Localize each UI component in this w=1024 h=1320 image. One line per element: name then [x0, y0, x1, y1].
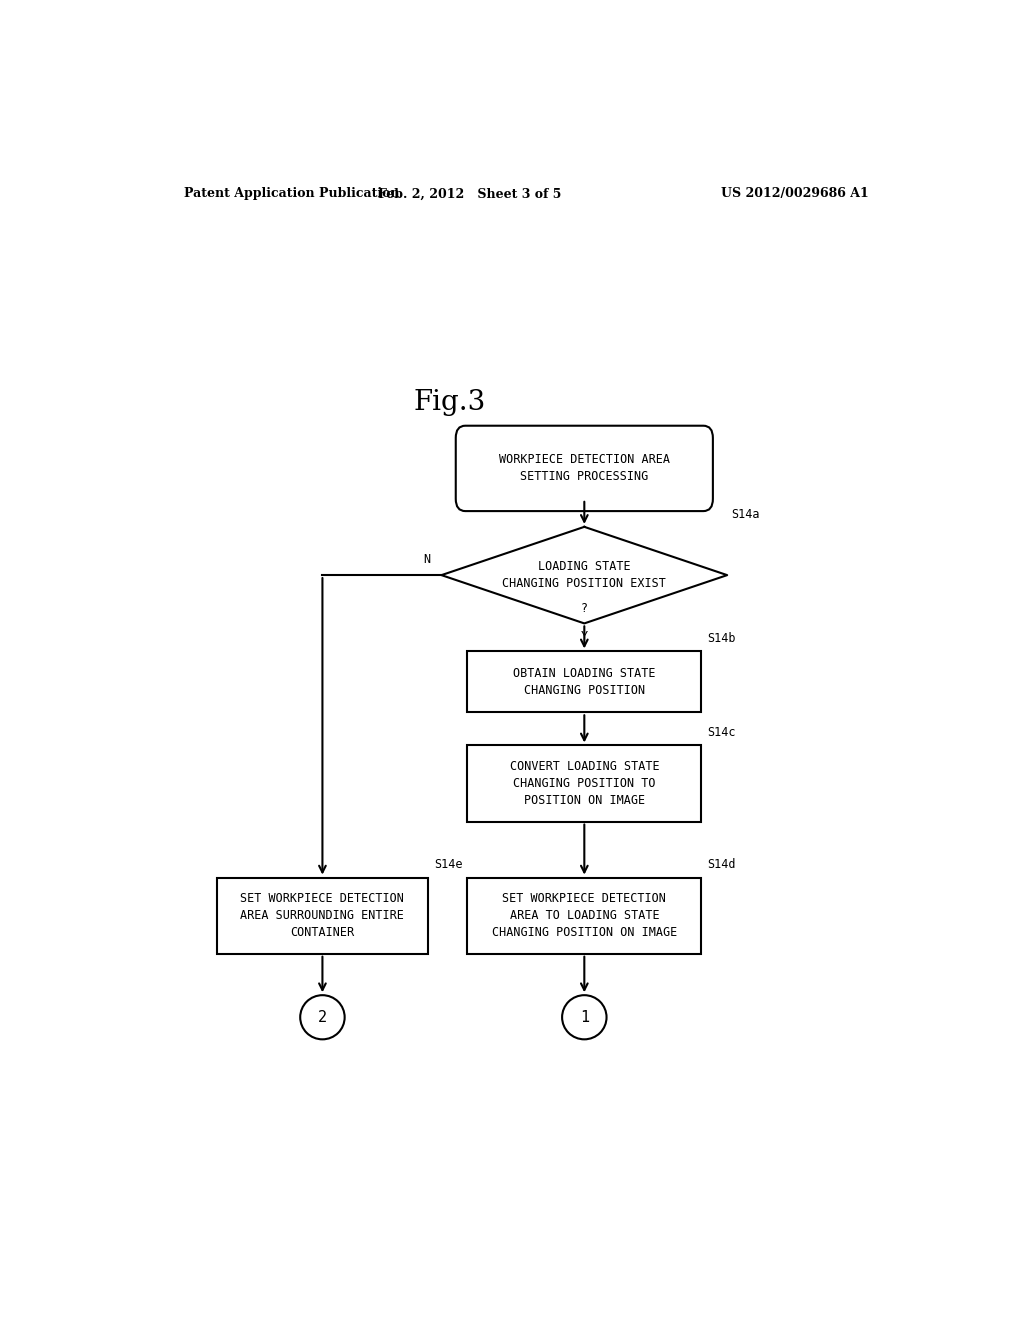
Text: WORKPIECE DETECTION AREA
SETTING PROCESSING: WORKPIECE DETECTION AREA SETTING PROCESS…	[499, 453, 670, 483]
Text: US 2012/0029686 A1: US 2012/0029686 A1	[721, 187, 868, 201]
Text: S14e: S14e	[434, 858, 463, 871]
Text: S14d: S14d	[708, 858, 736, 871]
Text: ?: ?	[581, 602, 588, 615]
Text: SET WORKPIECE DETECTION
AREA SURROUNDING ENTIRE
CONTAINER: SET WORKPIECE DETECTION AREA SURROUNDING…	[241, 892, 404, 939]
Text: Feb. 2, 2012   Sheet 3 of 5: Feb. 2, 2012 Sheet 3 of 5	[378, 187, 561, 201]
Ellipse shape	[300, 995, 345, 1039]
Text: N: N	[424, 553, 431, 566]
FancyBboxPatch shape	[456, 426, 713, 511]
Text: CONVERT LOADING STATE
CHANGING POSITION TO
POSITION ON IMAGE: CONVERT LOADING STATE CHANGING POSITION …	[510, 760, 659, 807]
Text: S14c: S14c	[708, 726, 736, 739]
Ellipse shape	[562, 995, 606, 1039]
Text: Y: Y	[581, 630, 588, 643]
Text: Fig.3: Fig.3	[414, 389, 486, 416]
Text: S14a: S14a	[731, 508, 760, 521]
Text: Patent Application Publication: Patent Application Publication	[183, 187, 399, 201]
Text: S14b: S14b	[708, 632, 736, 645]
Text: 2: 2	[317, 1010, 327, 1024]
Text: OBTAIN LOADING STATE
CHANGING POSITION: OBTAIN LOADING STATE CHANGING POSITION	[513, 667, 655, 697]
Text: 1: 1	[580, 1010, 589, 1024]
Bar	[217, 878, 428, 954]
Bar	[467, 651, 701, 713]
Bar	[467, 878, 701, 954]
Polygon shape	[441, 527, 727, 623]
Text: SET WORKPIECE DETECTION
AREA TO LOADING STATE
CHANGING POSITION ON IMAGE: SET WORKPIECE DETECTION AREA TO LOADING …	[492, 892, 677, 939]
Text: LOADING STATE
CHANGING POSITION EXIST: LOADING STATE CHANGING POSITION EXIST	[503, 560, 667, 590]
Bar	[467, 746, 701, 821]
